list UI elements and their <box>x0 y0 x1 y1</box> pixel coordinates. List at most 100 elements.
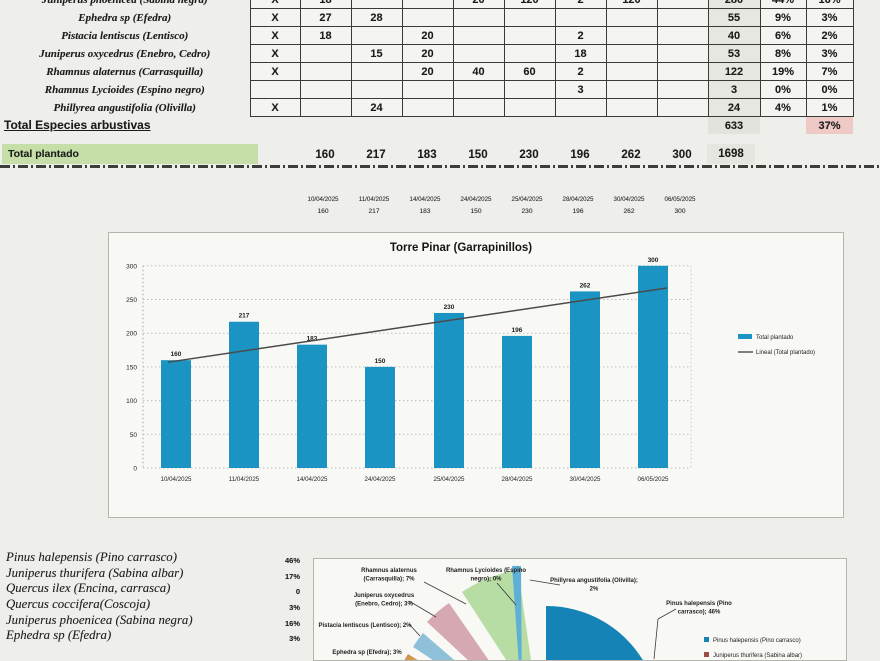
pie-callout-label: Ephedra sp (Efedra); 3% <box>332 650 402 656</box>
mini-date-label: 10/04/2025 <box>307 196 339 203</box>
species-name-cell: Rhamnus Lycioides (Espino negro) <box>44 83 205 96</box>
total-planted-value: 183 <box>417 149 437 161</box>
value-cell <box>554 98 607 117</box>
value-cell <box>452 26 505 45</box>
value-cell <box>350 80 403 99</box>
y-tick-label: 300 <box>126 263 137 270</box>
value-cell: 28 <box>350 8 403 27</box>
x-axis-label: 06/05/2025 <box>638 476 670 483</box>
table-row: Juniperus phoenicea (Sabina negra)X18201… <box>0 0 854 9</box>
value-cell <box>605 62 658 81</box>
bar <box>365 366 395 468</box>
mini-date-label: 25/04/2025 <box>511 196 543 203</box>
value-cell <box>452 44 505 63</box>
footer-cell <box>300 117 351 135</box>
value-cell: 0% <box>759 80 807 99</box>
grand-total-value: 1698 <box>707 144 755 164</box>
table-footer-row: Total Especies arbustivas 633 37% <box>0 116 853 135</box>
value-cell <box>503 98 556 117</box>
value-cell: X <box>249 44 301 63</box>
mini-value-label: 160 <box>317 208 329 215</box>
mini-value-label: 262 <box>623 208 635 215</box>
footer-cell <box>402 117 453 135</box>
value-cell <box>656 98 709 117</box>
value-cell <box>401 98 454 117</box>
species-name-cell: Phillyrea angustifolia (Olivilla) <box>53 101 196 114</box>
value-cell: 19% <box>759 62 807 81</box>
value-cell <box>452 8 505 27</box>
value-cell: 3% <box>805 44 854 63</box>
x-axis-label: 11/04/2025 <box>229 476 260 483</box>
value-cell: 20 <box>452 0 505 9</box>
value-cell: 3% <box>805 8 854 27</box>
summary-percent: 46% <box>284 556 300 565</box>
value-cell <box>401 8 454 27</box>
bar-value-label: 230 <box>444 304 455 311</box>
value-cell <box>605 98 658 117</box>
bar-value-label: 300 <box>648 257 659 264</box>
value-cell: 18 <box>299 26 352 45</box>
legend-swatch <box>704 637 709 642</box>
pie-callout-label: carrasco); 46% <box>678 610 721 616</box>
pie-callout-label: Pinus halepensis (Pino <box>666 601 732 607</box>
value-cell <box>249 80 301 99</box>
summary-species-name: Ephedra sp (Efedra) <box>6 628 112 643</box>
summary-row: Juniperus thurifera (Sabina albar) 17% <box>6 566 306 582</box>
value-cell: 8% <box>759 44 807 63</box>
bar-value-label: 262 <box>580 282 591 289</box>
x-axis-label: 25/04/2025 <box>434 476 466 483</box>
species-name-cell: Rhamnus alaternus (Carrasquilla) <box>46 65 204 78</box>
value-cell: 24 <box>707 98 761 117</box>
value-cell <box>656 44 709 63</box>
pie-slice <box>427 603 489 660</box>
species-percentage-list: Pinus halepensis (Pino carrasco) 46% Junip… <box>6 550 306 644</box>
value-cell: 3 <box>707 80 761 99</box>
value-cell: 15 <box>350 44 403 63</box>
mini-value-label: 196 <box>572 208 584 215</box>
value-cell <box>605 26 658 45</box>
total-planted-value: 230 <box>519 149 539 161</box>
pie-callout-label: Phillyrea angustifolia (Olivilla); <box>550 578 638 584</box>
x-axis-label: 10/04/2025 <box>161 476 193 483</box>
legend-label: Pinus halepensis (Pino carrasco) <box>713 638 801 644</box>
value-cell: X <box>249 8 301 27</box>
total-planted-label: Total plantado <box>2 144 258 164</box>
dash-dot-divider <box>0 165 880 168</box>
footer-cell <box>504 117 555 135</box>
y-tick-label: 200 <box>126 331 137 338</box>
bar <box>570 291 600 468</box>
pie-callout-label: Juniperus oxycedrus <box>354 593 415 599</box>
bar <box>502 335 532 468</box>
value-cell: 2% <box>805 26 854 45</box>
value-cell: 24 <box>350 98 403 117</box>
value-cell <box>299 80 352 99</box>
y-tick-label: 0 <box>133 466 137 473</box>
value-cell: X <box>249 98 301 117</box>
pie-callout-label: Rhamnus alaternus <box>361 568 417 574</box>
bar-chart: 0 50 100 150 200 250 300 160 10/04/2025 217 11/04/… <box>108 232 844 518</box>
x-axis-label: 24/04/2025 <box>365 476 397 483</box>
summary-row: Quercus ilex (Encina, carrasca) 0 <box>6 581 306 597</box>
table-row: Phillyrea angustifolia (Olivilla) X 24 24 4%… <box>0 98 854 117</box>
value-cell: 120 <box>605 0 658 9</box>
mini-value-label: 230 <box>521 208 533 215</box>
table-row: Ephedra sp (Efedra) X 27 28 55 9% 3% <box>0 8 854 27</box>
y-tick-label: 150 <box>126 364 137 371</box>
pie-callout-label: (Enebro, Cedro); 3% <box>355 602 413 608</box>
value-cell <box>299 98 352 117</box>
value-cell: 18 <box>554 44 607 63</box>
value-cell: X <box>249 0 301 9</box>
value-cell: 2 <box>554 0 607 9</box>
pie-slice <box>512 565 522 660</box>
value-cell: 27 <box>299 8 352 27</box>
value-cell <box>401 0 454 9</box>
value-cell <box>656 62 709 81</box>
species-name-cell: Juniperus phoenicea (Sabina negra) <box>0 0 250 9</box>
value-cell: 40 <box>707 26 761 45</box>
pie-callout-label: negro); 0% <box>470 577 502 583</box>
species-name-cell: Pistacia lentiscus (Lentisco) <box>61 29 189 42</box>
value-cell <box>503 26 556 45</box>
species-name-cell: Ephedra sp (Efedra) <box>78 11 172 24</box>
summary-row: Ephedra sp (Efedra) 3% <box>6 628 306 644</box>
